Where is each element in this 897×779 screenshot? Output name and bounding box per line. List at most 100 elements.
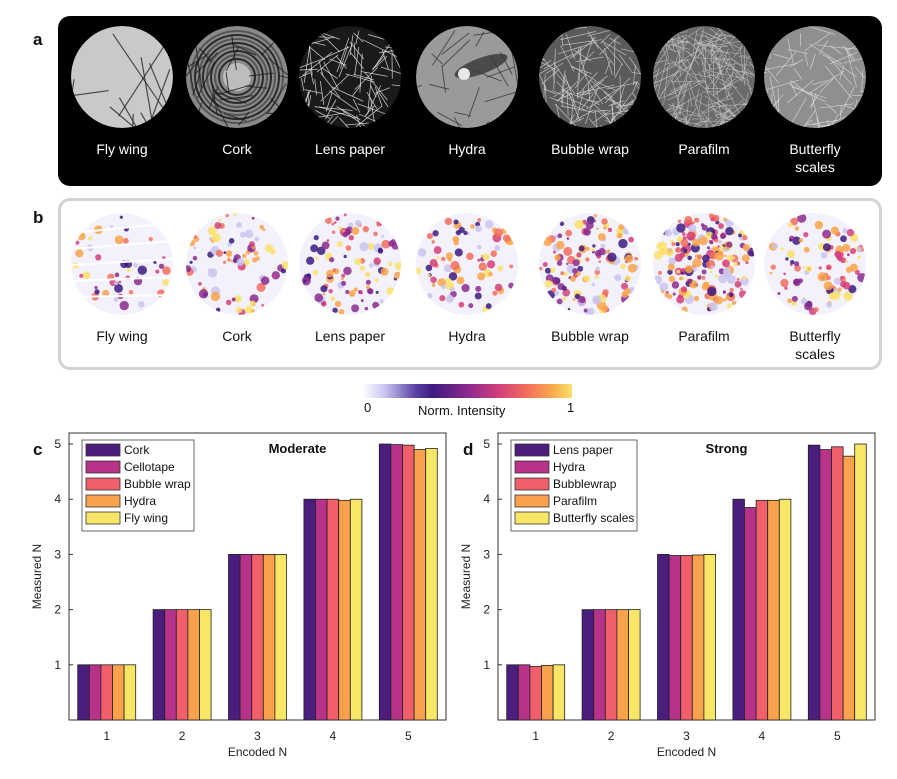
- chart-c-legend-swatch: [85, 477, 121, 491]
- chart-c-bar-fly-wing-5: [425, 448, 438, 721]
- chart-c-xtick-label: 1: [103, 729, 110, 743]
- chart-c-ytick-label: 4: [54, 492, 61, 506]
- intensity-map-hydra: Hydra: [409, 213, 525, 345]
- sample-disc-image: [416, 213, 518, 315]
- sample-label: Fly wing: [96, 141, 148, 157]
- chart-c-xtick-label: 5: [405, 729, 412, 743]
- intensity-map-parafilm: Parafilm: [646, 213, 762, 345]
- chart-d-bar-parafilm-5: [842, 455, 856, 721]
- panel-a-micrograph-strip: Fly wing Cork Lens paper Hydra Bubble wrap Pa…: [58, 16, 882, 186]
- chart-d-bar-bubblewrap-4: [755, 499, 769, 721]
- intensity-map-bubble-wrap: Bubble wrap: [532, 213, 648, 345]
- chart-d-bar-lens-paper-5: [807, 444, 821, 721]
- chart-c-legend-entry: Hydra: [124, 494, 156, 508]
- micrograph-bubble-wrap: Bubble wrap: [532, 26, 648, 158]
- micrograph-lens-paper: Lens paper: [292, 26, 408, 158]
- chart-c-xlabel: Encoded N: [228, 745, 287, 759]
- intensity-map-fly-wing: Fly wing: [64, 213, 180, 345]
- chart-d-bar-butterfly-scales-4: [778, 498, 792, 721]
- chart-d-legend: Lens paper Hydra Bubblewrap Parafilm Butterf…: [510, 439, 638, 532]
- chart-d-bar-parafilm-3: [691, 554, 705, 721]
- sample-label: Hydra: [448, 141, 486, 157]
- panel-b-letter: b: [33, 208, 44, 227]
- chart-d-xtick-label: 5: [834, 729, 841, 743]
- chart-d-ytick-label: 2: [483, 603, 490, 617]
- chart-d-bar-hydra-2: [593, 609, 606, 721]
- sample-label: Butterfly scales: [789, 328, 841, 362]
- sample-label: Parafilm: [678, 328, 730, 344]
- chart-c-ytick-label: 2: [54, 603, 61, 617]
- chart-d-xtick-label: 1: [532, 729, 539, 743]
- chart-d-ytick-label: 5: [483, 437, 490, 451]
- sample-label: Bubble wrap: [551, 328, 629, 344]
- sample-label: Lens paper: [314, 328, 386, 344]
- sample-disc-image: [539, 213, 641, 315]
- chart-d-legend-entry: Butterfly scales: [553, 511, 634, 525]
- micrograph-hydra: Hydra: [409, 26, 525, 158]
- sample-label: Cork: [222, 328, 252, 344]
- chart-d-ytick-label: 4: [483, 492, 490, 506]
- chart-d-bar-lens-paper-1: [506, 664, 519, 721]
- chart-c-legend-swatch: [85, 494, 121, 508]
- sample-label: Hydra: [448, 328, 486, 344]
- sample-disc-image: [186, 213, 288, 315]
- chart-d-bar-bubblewrap-1: [529, 666, 542, 721]
- sample-disc-image: [299, 26, 401, 128]
- chart-c-ytick-label: 3: [54, 547, 61, 561]
- chart-d-ylabel: Measured N: [459, 544, 473, 609]
- micrograph-cork: Cork: [179, 26, 295, 158]
- chart-d-bar-butterfly-scales-5: [854, 443, 867, 721]
- chart-d-legend-entry: Hydra: [553, 460, 585, 474]
- intensity-map-lens-paper: Lens paper: [292, 213, 408, 345]
- chart-c-bar-fly-wing-2: [199, 609, 212, 721]
- micrograph-butterfly-scales: Butterfly scales: [757, 26, 873, 176]
- chart-d-legend-swatch: [514, 477, 550, 491]
- chart-c-xtick-label: 3: [254, 729, 261, 743]
- chart-d-bar-parafilm-1: [541, 664, 554, 721]
- sample-disc-image: [71, 26, 173, 128]
- chart-d-bar-lens-paper-4: [732, 498, 745, 721]
- intensity-map-butterfly-scales: Butterfly scales: [757, 213, 873, 363]
- chart-c-legend: Cork Cellotape Bubble wrap Hydra Fly wing: [81, 439, 195, 532]
- panel-d-letter: d: [463, 440, 474, 459]
- chart-d-bar-hydra-4: [744, 507, 757, 721]
- chart-c-legend-swatch: [85, 511, 121, 525]
- colorbar-gradient: [364, 384, 572, 398]
- sample-label: Bubble wrap: [551, 141, 629, 157]
- chart-c-legend-entry: Cellotape: [124, 460, 175, 474]
- chart-c-bar-fly-wing-1: [123, 664, 137, 721]
- chart-c-xtick-label: 4: [330, 729, 337, 743]
- chart-d-bar-hydra-5: [819, 449, 832, 721]
- chart-d-legend-swatch: [514, 511, 550, 525]
- chart-d-bar-hydra-1: [517, 664, 531, 721]
- chart-d-xtick-label: 2: [608, 729, 615, 743]
- chart-d-legend-swatch: [514, 460, 550, 474]
- colorbar: 0 Norm. Intensity 1: [364, 384, 574, 424]
- chart-d-xlabel: Encoded N: [657, 745, 716, 759]
- chart-c-ylabel: Measured N: [30, 544, 44, 609]
- chart-c-legend-entry: Cork: [124, 443, 150, 457]
- chart-d-xtick-label: 3: [683, 729, 690, 743]
- sample-label: Butterfly scales: [789, 141, 841, 175]
- sample-disc-image: [71, 213, 173, 315]
- sample-label: Parafilm: [678, 141, 730, 157]
- chart-d-ytick-label: 1: [483, 658, 490, 672]
- chart-c-bar-fly-wing-3: [274, 554, 287, 721]
- chart-d-bar-bubblewrap-3: [680, 555, 693, 721]
- colorbar-title: Norm. Intensity: [418, 403, 506, 418]
- panel-c-letter: c: [33, 440, 43, 459]
- chart-d-title: Strong: [706, 441, 748, 456]
- sample-disc-image: [764, 213, 866, 315]
- sample-disc-image: [653, 213, 755, 315]
- chart-d-legend-swatch: [514, 443, 550, 457]
- chart-d-xtick-label: 4: [759, 729, 766, 743]
- chart-d-bar-butterfly-scales-3: [703, 554, 716, 721]
- chart-c-xtick-label: 2: [179, 729, 186, 743]
- chart-d-bar-lens-paper-2: [581, 609, 595, 721]
- chart-d-bar-bubblewrap-5: [831, 446, 844, 721]
- chart-d-bar-butterfly-scales-2: [628, 609, 641, 721]
- chart-c-ytick-label: 5: [54, 437, 61, 451]
- micrograph-fly-wing: Fly wing: [64, 26, 180, 158]
- chart-d-bar-parafilm-4: [767, 499, 780, 721]
- chart-c-title: Moderate: [269, 441, 327, 456]
